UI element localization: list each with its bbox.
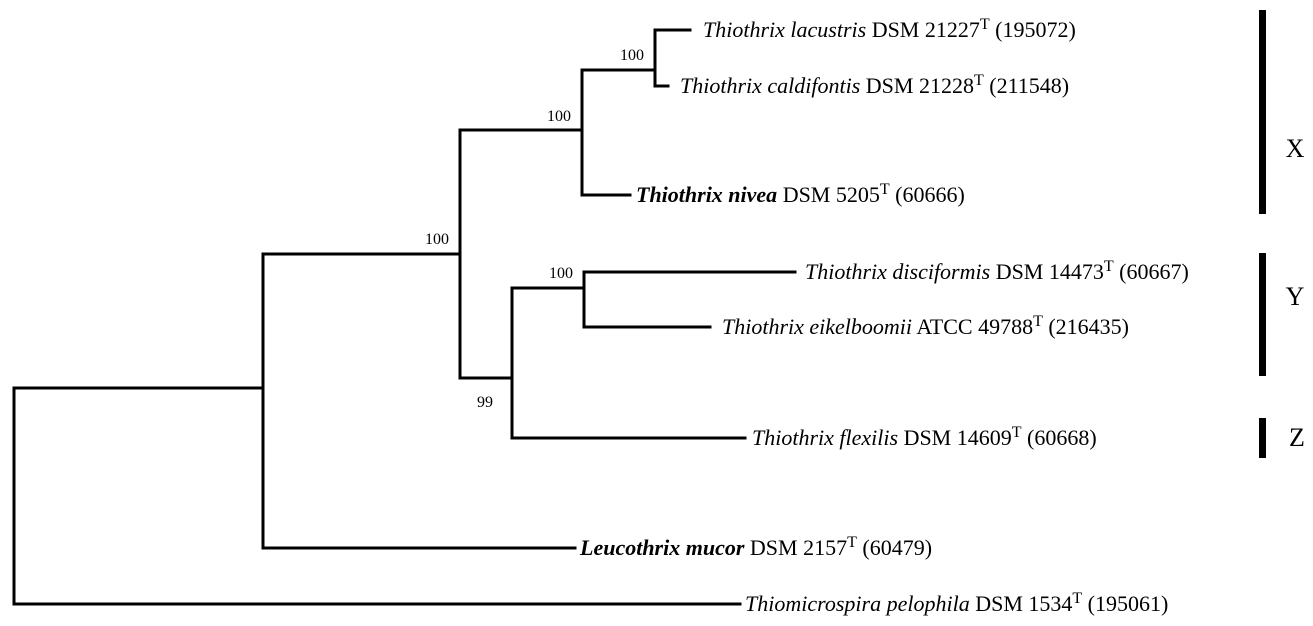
strain: DSM 21227 [866, 17, 980, 42]
type-mark: T [880, 181, 890, 198]
type-mark: T [1072, 590, 1082, 607]
branch [653, 28, 692, 88]
taxon-name: Thiothrix flexilis [752, 425, 898, 450]
strain: DSM 21227 [872, 17, 980, 42]
accession: (60479) [857, 535, 932, 560]
strain: DSM 2157 [744, 535, 847, 560]
accession: (195061) [1082, 591, 1168, 616]
taxon-name: Thiothrix disciformis [805, 259, 990, 284]
type-mark: T [1033, 313, 1043, 330]
support-value: 100 [547, 108, 571, 125]
accession: (195061) [1088, 591, 1169, 616]
taxon-name: Thiothrix caldifontis [680, 73, 860, 98]
accession: (60668) [1022, 425, 1097, 450]
branch [582, 270, 797, 329]
leaf-label: Thiothrix flexilis DSM 14609T (60668) [752, 424, 1097, 450]
taxon-name: Thiothrix nivea [636, 182, 777, 207]
accession: (60667) [1119, 259, 1189, 284]
clade-label: Z [1289, 423, 1305, 452]
leaf-label: Thiothrix eikelboomii ATCC 49788T (21643… [722, 313, 1129, 339]
strain: DSM 1534 [975, 591, 1072, 616]
strain: DSM 21228 [866, 73, 974, 98]
taxon-name: Thiothrix eikelboomii [722, 314, 912, 339]
leaf-label: Thiothrix nivea DSM 5205T (60666) [636, 181, 965, 207]
strain: DSM 5205 [777, 182, 880, 207]
strain: DSM 1534 [970, 591, 1073, 616]
support-value: 100 [549, 265, 573, 282]
clade-label: X [1286, 134, 1305, 163]
accession: (60479) [862, 535, 932, 560]
strain: DSM 21228 [860, 73, 974, 98]
taxon-name: Thiothrix lacustris [703, 17, 866, 42]
strain: DSM 14609 [904, 425, 1012, 450]
leaf-label: Thiomicrospira pelophila DSM 1534T (1950… [745, 590, 1168, 616]
strain: DSM 14473 [990, 259, 1104, 284]
clade-bar [1259, 253, 1266, 376]
branch [12, 386, 742, 606]
strain: DSM 2157 [750, 535, 847, 560]
leaf-label: Thiothrix lacustris DSM 21227T (195072) [703, 16, 1076, 42]
accession: (195072) [990, 17, 1076, 42]
strain: DSM 5205 [783, 182, 880, 207]
branch [510, 286, 747, 440]
clade-bar [1259, 418, 1266, 458]
strain: ATCC 49788 [912, 314, 1033, 339]
clade-bar [1259, 10, 1266, 214]
clade-label: Y [1286, 282, 1305, 311]
leaf-label: Thiothrix disciformis DSM 14473T (60667) [805, 258, 1189, 284]
accession: (60666) [895, 182, 965, 207]
support-value: 99 [477, 394, 493, 411]
type-mark: T [847, 534, 857, 551]
leaf-label: Leucothrix mucor DSM 2157T (60479) [579, 534, 932, 560]
type-mark: T [1012, 424, 1022, 441]
type-mark: T [974, 72, 984, 89]
accession: (60668) [1027, 425, 1097, 450]
accession: (216435) [1048, 314, 1129, 339]
strain: DSM 14473 [996, 259, 1104, 284]
support-value: 100 [620, 47, 644, 64]
type-mark: T [980, 16, 990, 33]
branch [458, 128, 584, 380]
support-value: 100 [425, 231, 449, 248]
accession: (60666) [890, 182, 965, 207]
taxon-name: Leucothrix mucor [579, 535, 745, 560]
branches [12, 28, 797, 606]
accession: (60667) [1114, 259, 1189, 284]
strain: ATCC 49788 [916, 314, 1033, 339]
taxon-name: Thiomicrospira pelophila [745, 591, 970, 616]
accession: (216435) [1043, 314, 1129, 339]
strain: DSM 14609 [898, 425, 1012, 450]
leaf-label: Thiothrix caldifontis DSM 21228T (211548… [680, 72, 1069, 98]
accession: (195072) [995, 17, 1076, 42]
accession: (211548) [984, 73, 1069, 98]
accession: (211548) [989, 73, 1069, 98]
type-mark: T [1104, 258, 1114, 275]
branch [580, 68, 657, 197]
branch [261, 252, 577, 550]
